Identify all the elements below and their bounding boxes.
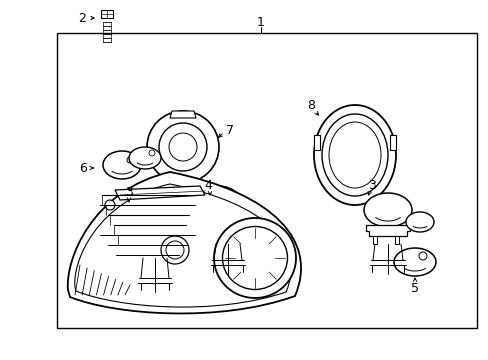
Polygon shape [170,111,196,118]
Text: 5: 5 [410,282,418,294]
Ellipse shape [328,122,380,188]
Polygon shape [214,236,218,244]
Ellipse shape [405,212,433,232]
Circle shape [198,196,238,236]
Polygon shape [140,248,145,258]
Polygon shape [394,236,398,244]
Text: 8: 8 [306,99,314,112]
Text: 3: 3 [367,179,375,192]
Ellipse shape [393,248,435,276]
Ellipse shape [214,218,295,298]
Ellipse shape [363,193,411,227]
Polygon shape [313,135,319,150]
Circle shape [418,252,426,260]
Polygon shape [236,236,240,244]
Circle shape [165,241,183,259]
Circle shape [105,200,115,210]
Text: 3: 3 [125,185,133,198]
Text: 7: 7 [225,123,234,136]
Polygon shape [365,225,409,236]
PathPatch shape [75,184,290,307]
Circle shape [149,150,155,156]
Ellipse shape [313,105,395,205]
Polygon shape [206,225,248,236]
Ellipse shape [204,193,250,227]
Circle shape [169,133,197,161]
Ellipse shape [321,114,387,196]
Polygon shape [389,135,395,150]
Polygon shape [164,248,170,258]
Ellipse shape [222,226,287,289]
PathPatch shape [68,172,301,314]
Ellipse shape [129,201,181,239]
Text: 6: 6 [79,162,87,175]
Bar [101,10,113,18]
Circle shape [159,123,206,171]
Circle shape [147,111,219,183]
Bar [57,33,476,328]
Polygon shape [372,236,376,244]
Text: 1: 1 [257,15,264,28]
Polygon shape [132,237,178,248]
Polygon shape [115,186,204,200]
Text: 4: 4 [203,179,211,192]
Circle shape [161,236,189,264]
Ellipse shape [103,151,141,179]
Circle shape [187,186,247,246]
Circle shape [127,157,133,163]
Ellipse shape [129,147,161,169]
Polygon shape [219,198,237,205]
Text: 2: 2 [78,12,86,24]
